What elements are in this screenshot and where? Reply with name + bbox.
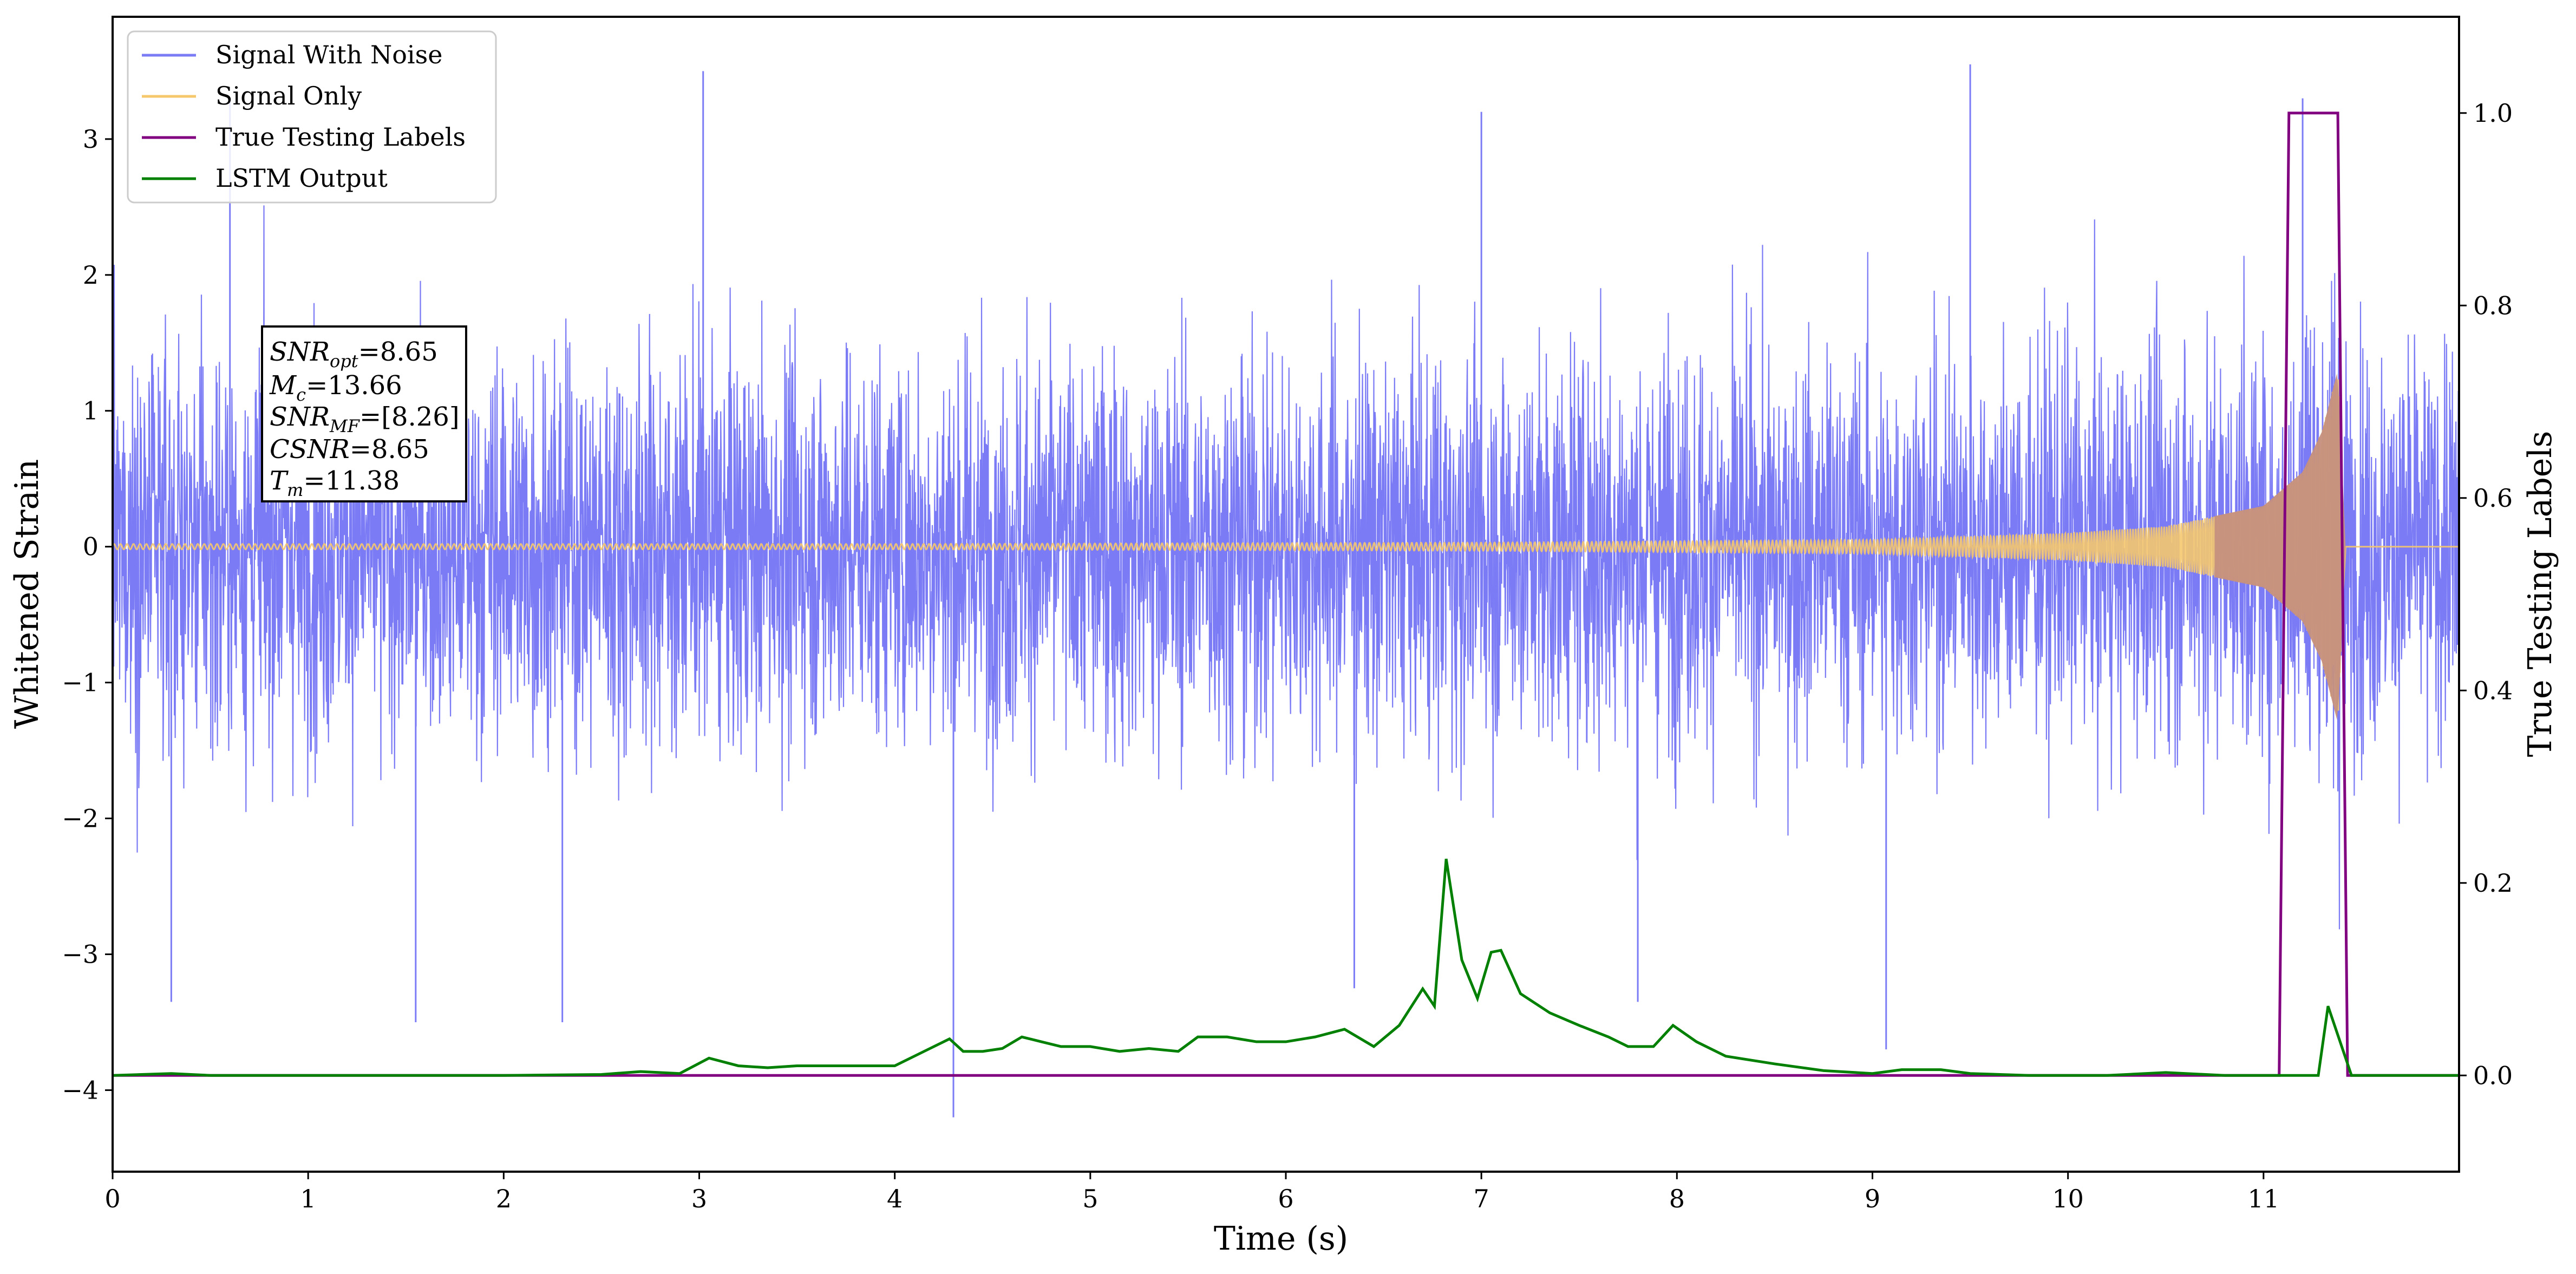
- annotation-csnr: CSNR=8.65: [270, 434, 429, 465]
- annotation-snr-opt-value: =8.65: [358, 337, 438, 367]
- ticks-layer: 0 1 2 3 4 5 6 7 8 9 10 113210−1−2−3−41.00.80.60.40.…: [62, 99, 2513, 1213]
- annotation-snr-mf-symbol: SNR: [270, 402, 330, 432]
- x-tick-label: 9: [1865, 1184, 1880, 1213]
- signal-merger-region: [2214, 374, 2346, 720]
- y-axis-left-title: Whitened Strain: [8, 459, 46, 729]
- annotation-csnr-symbol: CSNR: [270, 434, 350, 465]
- x-tick-label: 10: [2052, 1184, 2084, 1213]
- legend-label-noise: Signal With Noise: [215, 40, 442, 69]
- x-tick-label: 3: [691, 1184, 707, 1213]
- annotation-mc-symbol: M: [269, 370, 297, 401]
- y-right-tick-label: 0.8: [2473, 291, 2513, 320]
- y-left-tick-label: −2: [62, 804, 99, 833]
- y-left-tick-label: −4: [62, 1075, 99, 1105]
- x-axis-title: Time (s): [1214, 1220, 1348, 1258]
- annotation-snr-opt: SNRopt=8.65: [270, 337, 438, 371]
- x-tick-label: 0: [104, 1184, 120, 1213]
- x-tick-label: 8: [1669, 1184, 1685, 1213]
- signal-series-line: [113, 379, 2459, 713]
- annotation-snr-mf-value: =[8.26]: [359, 402, 460, 432]
- annotation-snr-opt-symbol: SNR: [270, 337, 330, 367]
- x-tick-label: 1: [300, 1184, 316, 1213]
- y-right-tick-label: 0.6: [2473, 484, 2513, 513]
- noise-series-line: [113, 205, 2459, 930]
- x-tick-label: 2: [496, 1184, 512, 1213]
- y-right-tick-label: 0.0: [2473, 1061, 2513, 1090]
- y-left-tick-label: 3: [83, 125, 99, 154]
- annotation-box: SNRopt=8.65 Mc=13.66 SNRMF=[8.26] CSNR=8…: [261, 325, 467, 502]
- x-tick-label: 4: [887, 1184, 903, 1213]
- annotation-tm-symbol: T: [270, 466, 289, 496]
- legend: Signal With Noise Signal Only True Testi…: [127, 30, 497, 204]
- y-right-tick-label: 1.0: [2473, 99, 2513, 128]
- annotation-csnr-value: =8.65: [350, 434, 429, 465]
- legend-label-lstm: LSTM Output: [215, 164, 388, 193]
- y-right-tick-label: 0.4: [2473, 676, 2513, 705]
- legend-label-signal: Signal Only: [215, 81, 362, 110]
- x-tick-label: 11: [2248, 1184, 2280, 1213]
- annotation-mc: Mc=13.66: [269, 370, 402, 405]
- x-tick-label: 6: [1278, 1184, 1293, 1213]
- series-layer: [113, 64, 2459, 1118]
- legend-label-labels: True Testing Labels: [215, 122, 466, 152]
- y-left-tick-label: 1: [83, 396, 99, 426]
- annotation-snr-mf-subscript: MF: [329, 416, 361, 436]
- y-left-tick-label: 0: [83, 532, 99, 561]
- annotation-tm-subscript: m: [287, 480, 303, 500]
- lstm-series-line: [113, 858, 2459, 1077]
- y-left-tick-label: −3: [62, 939, 99, 969]
- x-tick-label: 5: [1082, 1184, 1098, 1213]
- y-left-tick-label: 2: [83, 260, 99, 290]
- annotation-snr-mf: SNRMF=[8.26]: [270, 402, 460, 436]
- annotation-mc-subscript: c: [296, 384, 306, 405]
- annotation-frame: [261, 325, 467, 502]
- annotation-snr-opt-subscript: opt: [330, 351, 358, 371]
- annotation-tm-value: =11.38: [303, 466, 400, 496]
- x-tick-label: 7: [1474, 1184, 1489, 1213]
- y-right-tick-label: 0.2: [2473, 868, 2513, 898]
- annotation-mc-value: =13.66: [306, 370, 402, 401]
- legend-box: [127, 30, 497, 204]
- y-axis-right-title: True Testing Labels: [2521, 431, 2559, 757]
- y-left-tick-label: −1: [62, 668, 99, 697]
- annotation-tm: Tm=11.38: [270, 466, 400, 500]
